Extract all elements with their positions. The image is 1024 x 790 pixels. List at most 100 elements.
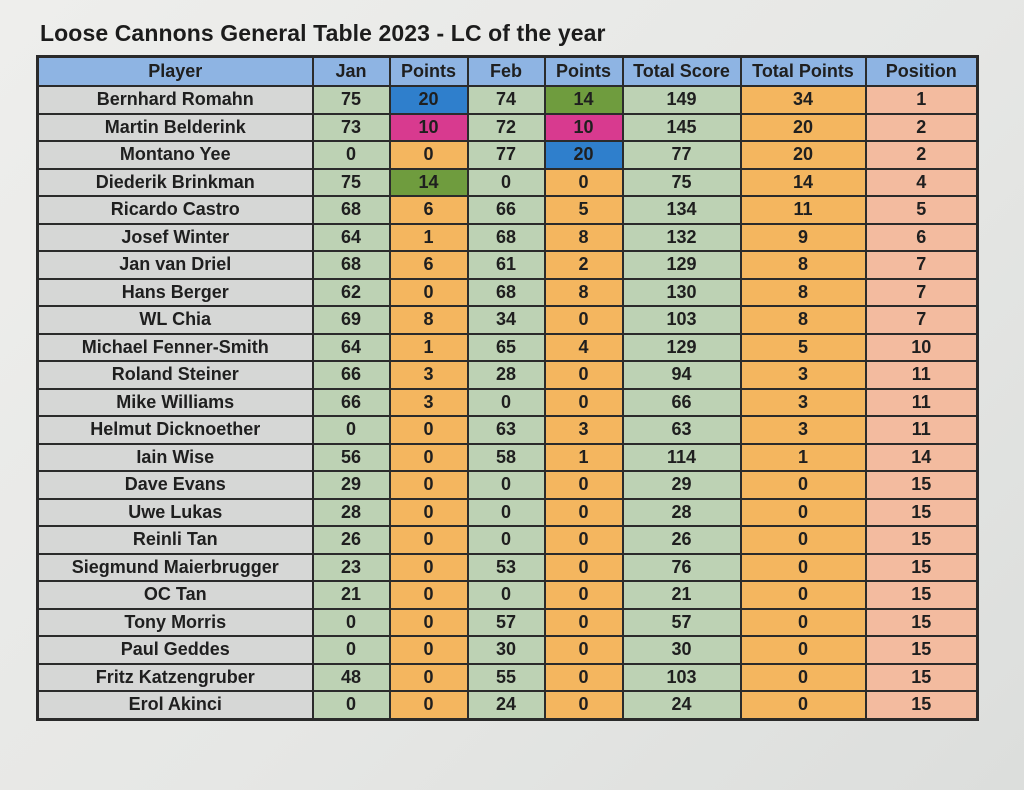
cell-position: 1	[864, 85, 979, 115]
cell-position: 7	[864, 250, 979, 280]
cell-total-score: 77	[621, 140, 742, 170]
cell-total-score: 114	[621, 442, 742, 472]
cell-jan-score: 21	[311, 580, 391, 610]
cell-jan-points: 14	[388, 167, 469, 197]
cell-feb-points: 0	[543, 552, 624, 582]
cell-total-points: 8	[739, 305, 867, 335]
cell-jan-points: 0	[388, 552, 469, 582]
table-row: Fritz Katzengruber 48 0 55 0 103 0 15	[36, 662, 979, 692]
cell-feb-score: 53	[466, 552, 546, 582]
cell-feb-points: 0	[543, 167, 624, 197]
cell-feb-points: 4	[543, 332, 624, 362]
cell-player: Hans Berger	[36, 277, 314, 307]
table-row: Josef Winter 64 1 68 8 132 9 6	[36, 222, 979, 252]
cell-total-score: 76	[621, 552, 742, 582]
cell-total-points: 0	[739, 607, 867, 637]
cell-total-score: 63	[621, 415, 742, 445]
standings-table: Player Jan Points Feb Points Total Score…	[36, 55, 979, 721]
cell-total-score: 94	[621, 360, 742, 390]
cell-jan-score: 69	[311, 305, 391, 335]
cell-position: 5	[864, 195, 979, 225]
cell-feb-points: 0	[543, 525, 624, 555]
cell-feb-score: 57	[466, 607, 546, 637]
cell-feb-points: 0	[543, 497, 624, 527]
cell-feb-points: 8	[543, 222, 624, 252]
table-row: Dave Evans 29 0 0 0 29 0 15	[36, 470, 979, 500]
cell-player: Uwe Lukas	[36, 497, 314, 527]
cell-jan-points: 0	[388, 662, 469, 692]
cell-total-points: 8	[739, 277, 867, 307]
cell-total-score: 29	[621, 470, 742, 500]
cell-feb-points: 0	[543, 662, 624, 692]
cell-jan-score: 0	[311, 415, 391, 445]
cell-jan-points: 0	[388, 635, 469, 665]
cell-jan-points: 3	[388, 360, 469, 390]
cell-feb-score: 0	[466, 580, 546, 610]
cell-jan-score: 66	[311, 387, 391, 417]
cell-total-score: 75	[621, 167, 742, 197]
cell-jan-points: 0	[388, 607, 469, 637]
cell-jan-points: 20	[388, 85, 469, 115]
cell-feb-score: 34	[466, 305, 546, 335]
cell-jan-score: 0	[311, 607, 391, 637]
cell-jan-score: 75	[311, 85, 391, 115]
table-row: Siegmund Maierbrugger 23 0 53 0 76 0 15	[36, 552, 979, 582]
cell-feb-score: 0	[466, 470, 546, 500]
cell-player: Bernhard Romahn	[36, 85, 314, 115]
cell-jan-score: 28	[311, 497, 391, 527]
table-row: Mike Williams 66 3 0 0 66 3 11	[36, 387, 979, 417]
cell-feb-points: 10	[543, 112, 624, 142]
cell-jan-score: 0	[311, 140, 391, 170]
table-body: Bernhard Romahn 75 20 74 14 149 34 1 Martin Beld…	[36, 85, 979, 720]
cell-total-score: 21	[621, 580, 742, 610]
cell-position: 15	[864, 470, 979, 500]
cell-jan-points: 0	[388, 497, 469, 527]
cell-position: 15	[864, 635, 979, 665]
cell-feb-points: 0	[543, 305, 624, 335]
cell-jan-score: 73	[311, 112, 391, 142]
cell-jan-score: 75	[311, 167, 391, 197]
cell-position: 15	[864, 552, 979, 582]
table-row: Tony Morris 0 0 57 0 57 0 15	[36, 607, 979, 637]
cell-feb-points: 0	[543, 580, 624, 610]
cell-feb-score: 0	[466, 167, 546, 197]
cell-jan-score: 48	[311, 662, 391, 692]
cell-total-points: 9	[739, 222, 867, 252]
header-total-score: Total Score	[621, 55, 742, 87]
header-feb: Feb	[466, 55, 546, 87]
table-row: Paul Geddes 0 0 30 0 30 0 15	[36, 635, 979, 665]
cell-total-points: 0	[739, 635, 867, 665]
cell-total-points: 0	[739, 662, 867, 692]
cell-total-points: 5	[739, 332, 867, 362]
cell-total-score: 103	[621, 305, 742, 335]
cell-jan-score: 62	[311, 277, 391, 307]
cell-feb-points: 2	[543, 250, 624, 280]
cell-feb-score: 68	[466, 277, 546, 307]
table-row: Roland Steiner 66 3 28 0 94 3 11	[36, 360, 979, 390]
cell-total-score: 30	[621, 635, 742, 665]
table-title: Loose Cannons General Table 2023 - LC of…	[40, 20, 606, 46]
cell-feb-score: 0	[466, 525, 546, 555]
cell-total-score: 129	[621, 250, 742, 280]
cell-jan-score: 68	[311, 250, 391, 280]
cell-player: Diederik Brinkman	[36, 167, 314, 197]
header-jan: Jan	[311, 55, 391, 87]
cell-total-score: 149	[621, 85, 742, 115]
cell-position: 10	[864, 332, 979, 362]
cell-feb-score: 63	[466, 415, 546, 445]
header-feb-points: Points	[543, 55, 624, 87]
cell-jan-points: 6	[388, 195, 469, 225]
cell-total-points: 3	[739, 360, 867, 390]
cell-position: 15	[864, 580, 979, 610]
table-row: Ricardo Castro 68 6 66 5 134 11 5	[36, 195, 979, 225]
cell-jan-points: 0	[388, 442, 469, 472]
cell-total-points: 11	[739, 195, 867, 225]
cell-feb-score: 24	[466, 690, 546, 720]
cell-jan-points: 0	[388, 525, 469, 555]
table-row: Jan van Driel 68 6 61 2 129 8 7	[36, 250, 979, 280]
cell-feb-score: 68	[466, 222, 546, 252]
cell-player: WL Chia	[36, 305, 314, 335]
table-row: Bernhard Romahn 75 20 74 14 149 34 1	[36, 85, 979, 115]
cell-feb-score: 0	[466, 387, 546, 417]
